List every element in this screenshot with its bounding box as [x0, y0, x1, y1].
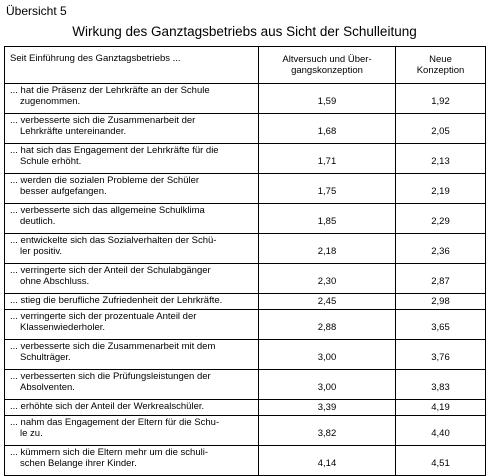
statement-cell: ... verringerte sich der prozentuale Ant…: [4, 309, 259, 340]
statement-line-1: ... verbesserte sich die Zusammenarbeit …: [10, 115, 196, 126]
statement-cell: ... verringerte sich der Anteil der Schu…: [4, 263, 259, 294]
statement-cell: ... verbesserte sich das allgemeine Schu…: [4, 203, 259, 234]
statement-line-1: ... stieg die berufliche Zufriedenheit d…: [10, 295, 223, 306]
statement-line-2: deutlich.: [20, 216, 56, 227]
new-concept-value: 4,51: [395, 445, 486, 476]
table-row: ... kümmern sich die Eltern mehr um die …: [4, 445, 486, 476]
old-concept-value: 3,82: [258, 415, 396, 446]
statement-line-2: Schulträger.: [20, 352, 71, 363]
statement-line-2: besser aufgefangen.: [20, 186, 107, 197]
new-concept-value: 1,92: [395, 83, 486, 114]
results-table: Seit Einführung des Ganztagsbetriebs ...…: [4, 46, 486, 476]
statement-cell: ... stieg die berufliche Zufriedenheit d…: [4, 293, 259, 310]
statement-line-2: le zu.: [20, 428, 43, 439]
old-concept-value: 2,45: [258, 293, 396, 310]
old-concept-value: 2,30: [258, 263, 396, 294]
statement-line-1: ... erhöhte sich der Anteil der Werkreal…: [10, 401, 205, 412]
table-row: ... verbesserte sich die Zusammenarbeit …: [4, 113, 486, 144]
table-row: ... hat die Präsenz der Lehrkräfte an de…: [4, 83, 486, 114]
new-concept-value: 4,19: [395, 399, 486, 416]
figure-label: Übersicht 5: [6, 4, 67, 18]
new-concept-value: 2,98: [395, 293, 486, 310]
old-concept-value: 2,18: [258, 233, 396, 264]
statement-line-1: ... verbesserte sich die Zusammenarbeit …: [10, 341, 216, 352]
statement-line-1: ... entwickelte sich das Sozialverhalten…: [10, 235, 217, 246]
statement-line-2: Schule erhöht.: [20, 156, 82, 167]
old-concept-value: 4,14: [258, 445, 396, 476]
column-header-old-concept-line-1: Altversuch und Über-: [282, 54, 372, 65]
table-row: ... hat sich das Engagement der Lehrkräf…: [4, 143, 486, 174]
statement-cell: ... werden die sozialen Probleme der Sch…: [4, 173, 259, 204]
statement-line-2: ler positiv.: [20, 246, 63, 257]
new-concept-value: 2,36: [395, 233, 486, 264]
statement-line-1: ... verringerte sich der Anteil der Schu…: [10, 265, 211, 276]
table-row: ... verbesserte sich das allgemeine Schu…: [4, 203, 486, 234]
table-row: ... entwickelte sich das Sozialverhalten…: [4, 233, 486, 264]
table-row: ... verringerte sich der prozentuale Ant…: [4, 309, 486, 340]
statement-line-2: Klassenwiederholer.: [20, 322, 106, 333]
statement-line-2: schen Belange ihrer Kinder.: [20, 458, 137, 469]
column-header-statement: Seit Einführung des Ganztagsbetriebs ...: [4, 46, 259, 84]
table-row: ... verringerte sich der Anteil der Schu…: [4, 263, 486, 294]
statement-line-2: zugenommen.: [20, 96, 81, 107]
old-concept-value: 1,59: [258, 83, 396, 114]
table-row: ... nahm das Engagement der Eltern für d…: [4, 415, 486, 446]
old-concept-value: 3,39: [258, 399, 396, 416]
statement-line-1: ... hat sich das Engagement der Lehrkräf…: [10, 145, 219, 156]
new-concept-value: 2,13: [395, 143, 486, 174]
statement-line-1: ... kümmern sich die Eltern mehr um die …: [10, 447, 208, 458]
old-concept-value: 3,00: [258, 369, 396, 400]
new-concept-value: 2,05: [395, 113, 486, 144]
statement-line-1: ... verbesserten sich die Prüfungsleistu…: [10, 371, 211, 382]
column-header-old-concept-line-2: gangskonzeption: [291, 65, 363, 76]
statement-cell: ... erhöhte sich der Anteil der Werkreal…: [4, 399, 259, 416]
old-concept-value: 1,75: [258, 173, 396, 204]
statement-cell: ... hat die Präsenz der Lehrkräfte an de…: [4, 83, 259, 114]
statement-line-2: ohne Abschluss.: [20, 276, 90, 287]
statement-line-1: ... werden die sozialen Probleme der Sch…: [10, 175, 200, 186]
statement-line-1: ... nahm das Engagement der Eltern für d…: [10, 417, 220, 428]
statement-cell: ... verbesserte sich die Zusammenarbeit …: [4, 339, 259, 370]
old-concept-value: 1,85: [258, 203, 396, 234]
statement-cell: ... entwickelte sich das Sozialverhalten…: [4, 233, 259, 264]
table-row: ... verbesserten sich die Prüfungsleistu…: [4, 369, 486, 400]
table-header-row: Seit Einführung des Ganztagsbetriebs ...…: [4, 46, 486, 84]
statement-cell: ... verbesserten sich die Prüfungsleistu…: [4, 369, 259, 400]
page-title: Wirkung des Ganztagsbetriebs aus Sicht d…: [72, 24, 417, 39]
column-header-old-concept: Altversuch und Über- gangskonzeption: [258, 46, 396, 84]
column-header-new-concept-line-1: Neue: [429, 54, 452, 65]
statement-cell: ... hat sich das Engagement der Lehrkräf…: [4, 143, 259, 174]
new-concept-value: 3,83: [395, 369, 486, 400]
statement-line-2: Absolventen.: [20, 382, 75, 393]
old-concept-value: 3,00: [258, 339, 396, 370]
table-row: ... verbesserte sich die Zusammenarbeit …: [4, 339, 486, 370]
new-concept-value: 2,19: [395, 173, 486, 204]
table-row: ... werden die sozialen Probleme der Sch…: [4, 173, 486, 204]
column-header-new-concept-line-2: Konzeption: [416, 65, 465, 76]
table-row: ... erhöhte sich der Anteil der Werkreal…: [4, 399, 486, 416]
statement-cell: ... verbesserte sich die Zusammenarbeit …: [4, 113, 259, 144]
new-concept-value: 4,40: [395, 415, 486, 446]
new-concept-value: 2,87: [395, 263, 486, 294]
statement-line-2: Lehrkräfte untereinander.: [20, 126, 127, 137]
statement-cell: ... kümmern sich die Eltern mehr um die …: [4, 445, 259, 476]
table-row: ... stieg die berufliche Zufriedenheit d…: [4, 293, 486, 310]
old-concept-value: 1,68: [258, 113, 396, 144]
column-header-new-concept: Neue Konzeption: [395, 46, 486, 84]
statement-line-1: ... verringerte sich der prozentuale Ant…: [10, 311, 197, 322]
statement-cell: ... nahm das Engagement der Eltern für d…: [4, 415, 259, 446]
new-concept-value: 3,76: [395, 339, 486, 370]
new-concept-value: 2,29: [395, 203, 486, 234]
old-concept-value: 1,71: [258, 143, 396, 174]
column-header-statement-text: Seit Einführung des Ganztagsbetriebs ...: [10, 53, 181, 64]
new-concept-value: 3,65: [395, 309, 486, 340]
statement-line-1: ... hat die Präsenz der Lehrkräfte an de…: [10, 85, 210, 96]
statement-line-1: ... verbesserte sich das allgemeine Schu…: [10, 205, 205, 216]
old-concept-value: 2,88: [258, 309, 396, 340]
